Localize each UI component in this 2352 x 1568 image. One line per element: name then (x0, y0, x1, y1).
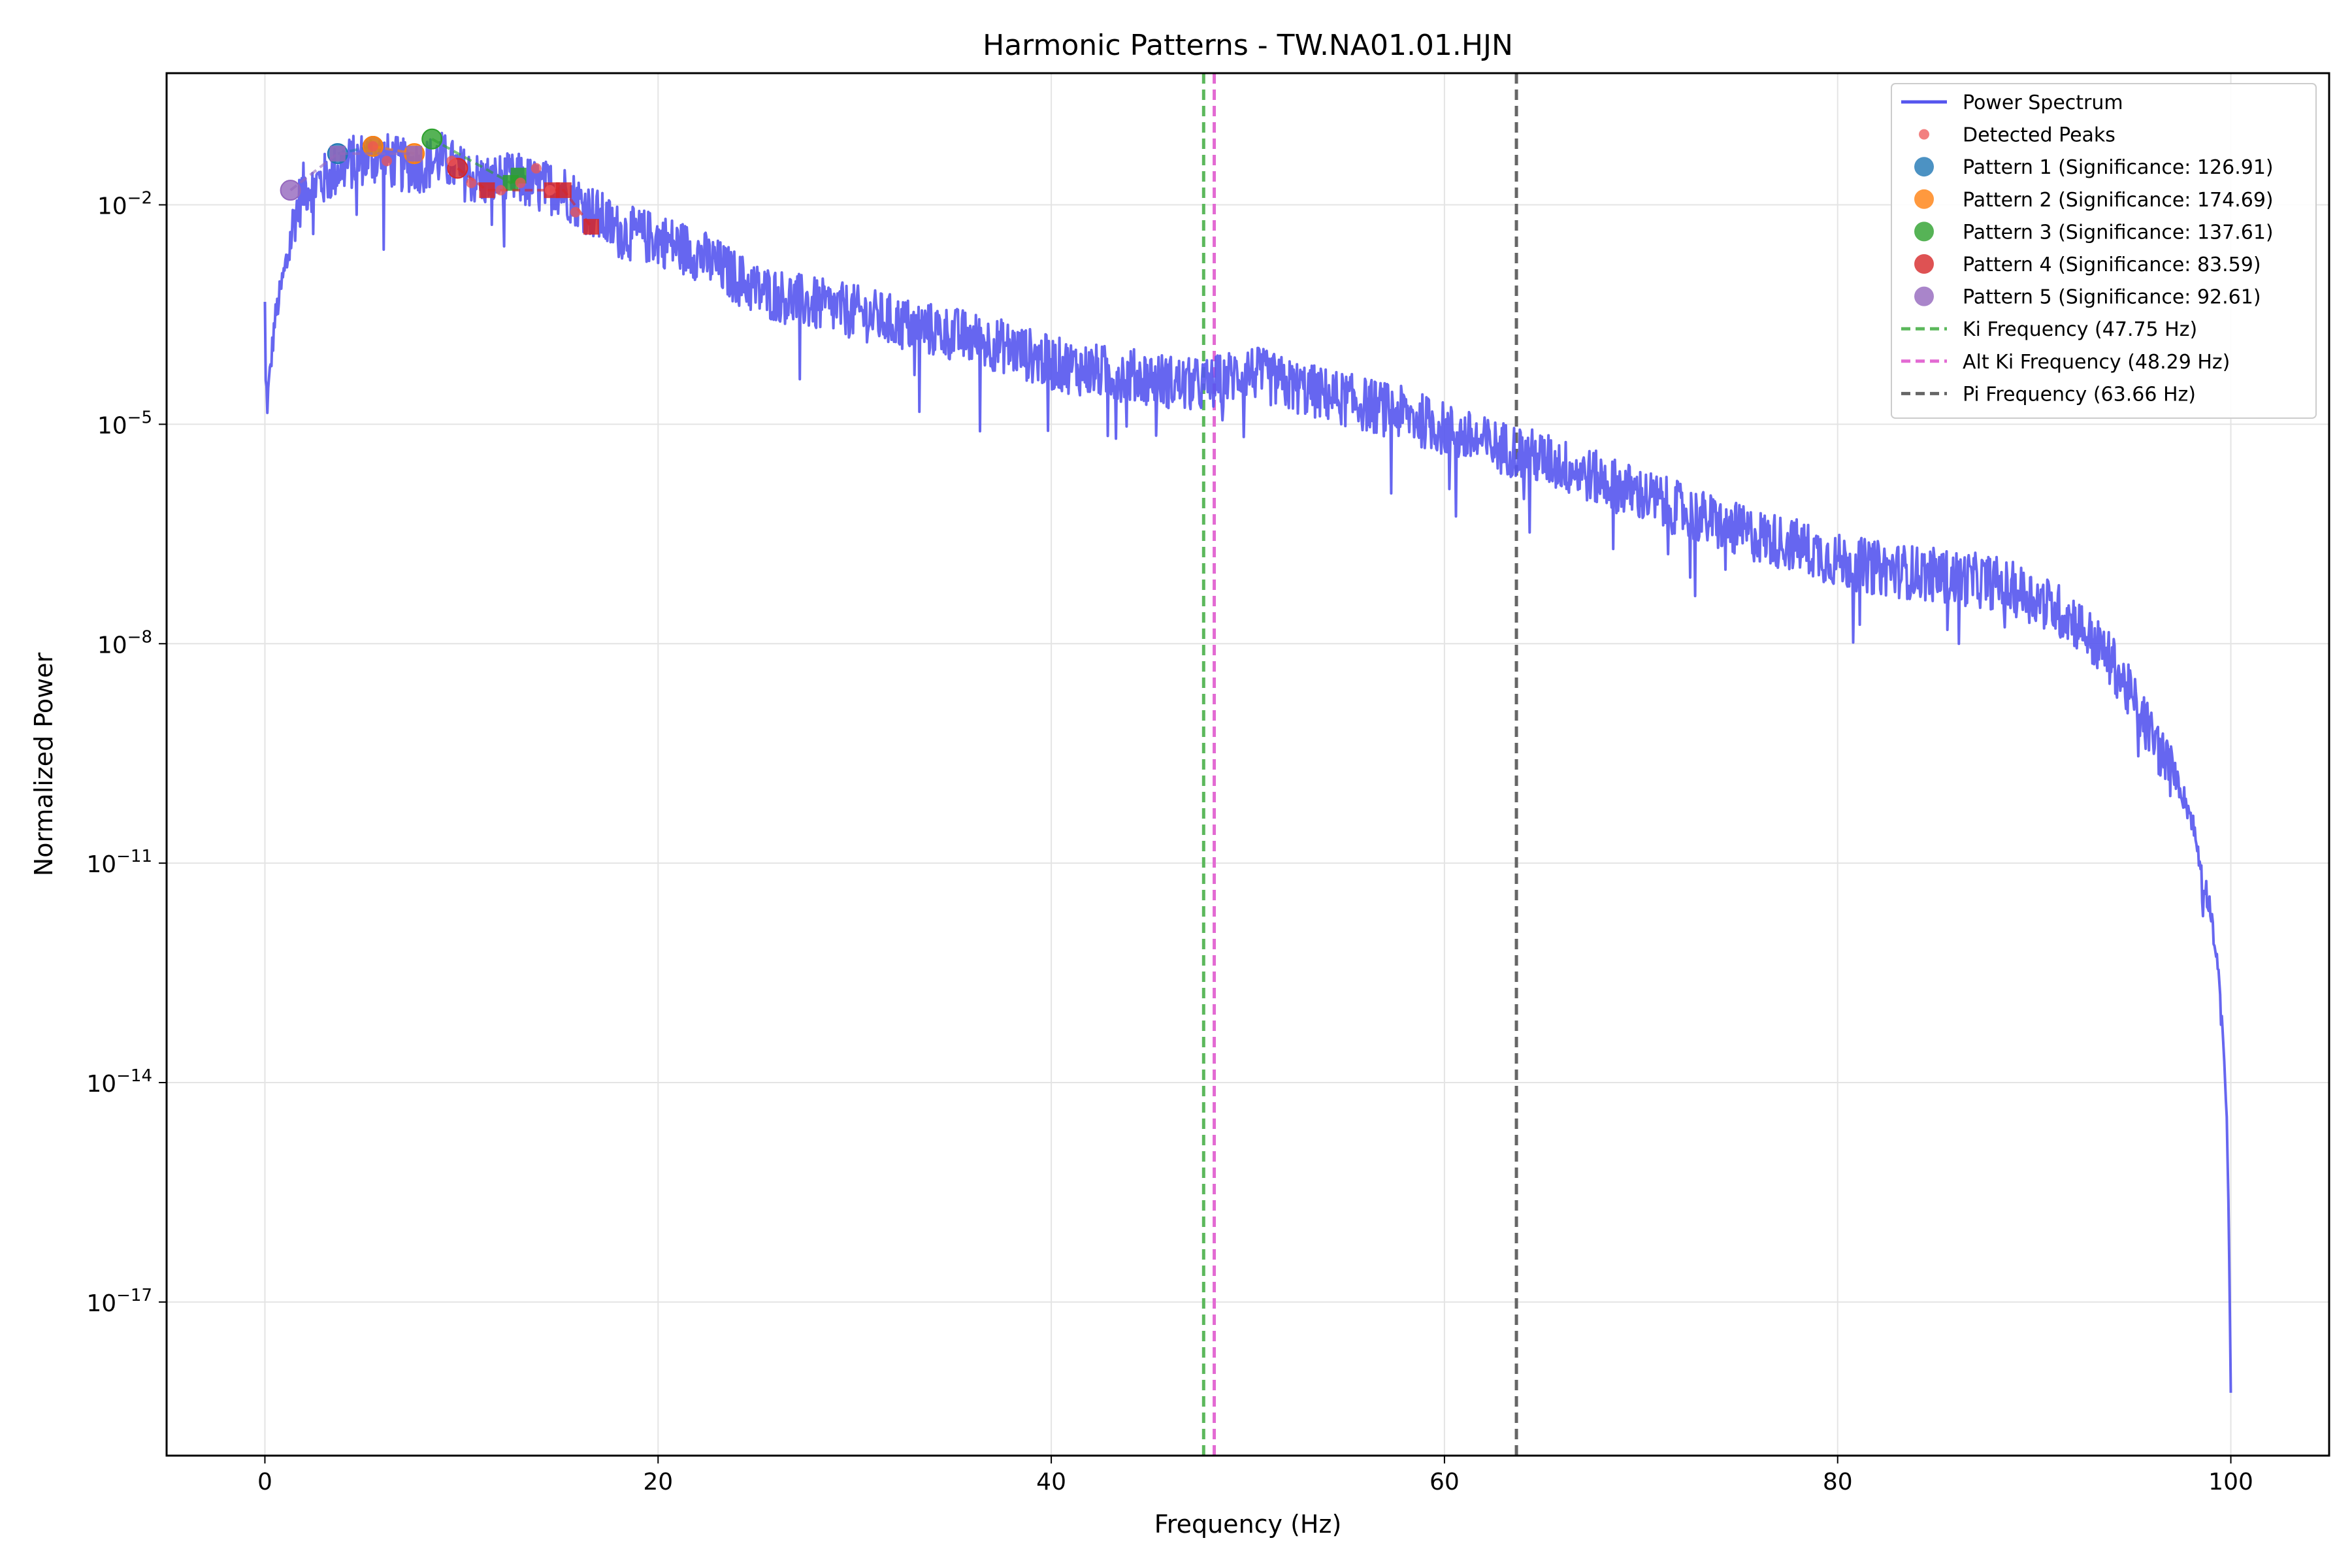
pattern-point (329, 146, 346, 162)
reference-lines (1201, 73, 1518, 1456)
legend-swatch-marker (1914, 254, 1934, 274)
x-tick-label: 20 (643, 1469, 673, 1495)
legend-entry-label: Pattern 4 (Significance: 83.59) (1963, 253, 2261, 276)
y-tick-label: 10−11 (86, 847, 152, 878)
power-spectrum-line (263, 131, 2232, 1393)
legend-entry-label: Ki Frequency (47.75 Hz) (1963, 318, 2197, 341)
pattern-point (583, 219, 599, 235)
detected-peak-point (515, 177, 526, 188)
pattern-line (289, 152, 415, 191)
detected-peak-point (531, 163, 542, 174)
legend-box (1891, 83, 2317, 419)
pattern-point (406, 146, 423, 162)
detected-peak-point (544, 185, 555, 196)
y-tick-label: 10−5 (97, 408, 152, 439)
y-tick-label: 10−14 (86, 1066, 152, 1098)
x-tick-label: 80 (1823, 1469, 1853, 1495)
legend-swatch-marker (1914, 286, 1934, 306)
detected-peak-point (495, 185, 506, 196)
detected-peak-point (382, 155, 393, 167)
legend-entry-label: Alt Ki Frequency (48.29 Hz) (1963, 351, 2230, 374)
legend-swatch-marker (1914, 157, 1934, 177)
legend-entry-label: Power Spectrum (1963, 91, 2123, 114)
x-tick-label: 100 (2208, 1469, 2253, 1495)
legend: Power Spectrum Detected Peaks Pattern 1 (S… (1891, 83, 2317, 419)
detected-peaks-layer (367, 140, 581, 218)
legend-swatch-marker (1914, 221, 1934, 242)
x-axis-ticks: 0 20 40 60 80 100 (257, 1456, 2253, 1495)
pattern-point (479, 182, 495, 199)
power-spectrum-layer (263, 131, 2232, 1393)
y-axis-label: Normalized Power (29, 652, 58, 876)
patterns-layer (280, 128, 599, 235)
detected-peak-point (446, 155, 457, 167)
x-tick-label: 40 (1036, 1469, 1066, 1495)
legend-entry-label: Pattern 3 (Significance: 137.61) (1963, 221, 2274, 244)
legend-entry-label: Pattern 1 (Significance: 126.91) (1963, 156, 2274, 179)
pattern-point (555, 182, 572, 199)
x-tick-label: 60 (1429, 1469, 1460, 1495)
chart-title: Harmonic Patterns - TW.NA01.01.HJN (983, 29, 1513, 62)
legend-entry-label: Detected Peaks (1963, 124, 2115, 147)
detected-peak-point (367, 140, 378, 152)
grid (167, 73, 2329, 1456)
pattern-point (421, 128, 443, 150)
y-tick-label: 10−2 (97, 189, 152, 220)
legend-entry-label: Pattern 5 (Significance: 92.61) (1963, 286, 2261, 309)
y-axis-ticks: 10−2 10−5 10−8 10−11 10−14 10−17 (86, 189, 167, 1317)
pattern-point (280, 180, 301, 201)
detected-peak-point (570, 206, 581, 218)
x-tick-label: 0 (257, 1469, 272, 1495)
detected-peak-point (466, 177, 477, 188)
legend-swatch-marker (1919, 129, 1929, 140)
legend-swatch-marker (1914, 189, 1934, 209)
legend-entry-label: Pattern 2 (Significance: 174.69) (1963, 189, 2274, 212)
x-axis-label: Frequency (Hz) (1154, 1510, 1342, 1539)
y-tick-label: 10−17 (86, 1286, 152, 1317)
y-tick-label: 10−8 (97, 627, 152, 659)
legend-entry-label: Pi Frequency (63.66 Hz) (1963, 383, 2196, 406)
plot-frame (165, 72, 2330, 1457)
